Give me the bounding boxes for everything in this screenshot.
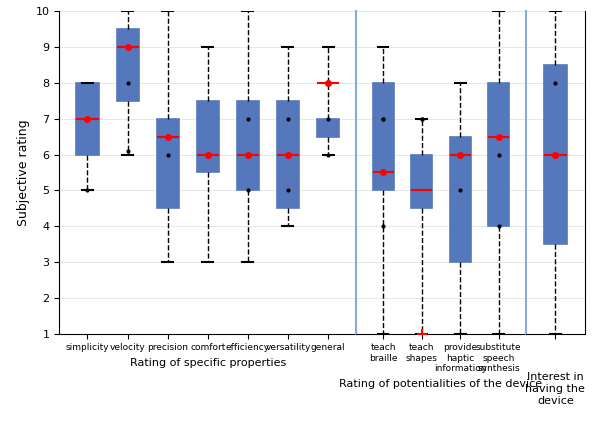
PathPatch shape [197, 101, 219, 172]
PathPatch shape [488, 83, 510, 226]
PathPatch shape [411, 154, 432, 208]
Text: Interest in
having the
device: Interest in having the device [526, 372, 585, 406]
Y-axis label: Subjective rating: Subjective rating [17, 119, 30, 226]
PathPatch shape [450, 137, 471, 262]
PathPatch shape [544, 65, 567, 244]
PathPatch shape [372, 83, 394, 190]
PathPatch shape [317, 119, 339, 137]
PathPatch shape [277, 101, 299, 208]
X-axis label: Rating of specific properties: Rating of specific properties [129, 358, 286, 368]
PathPatch shape [237, 101, 259, 190]
PathPatch shape [77, 83, 99, 154]
X-axis label: Rating of potentialities of the device: Rating of potentialities of the device [339, 379, 542, 389]
PathPatch shape [116, 29, 138, 101]
PathPatch shape [157, 119, 179, 208]
